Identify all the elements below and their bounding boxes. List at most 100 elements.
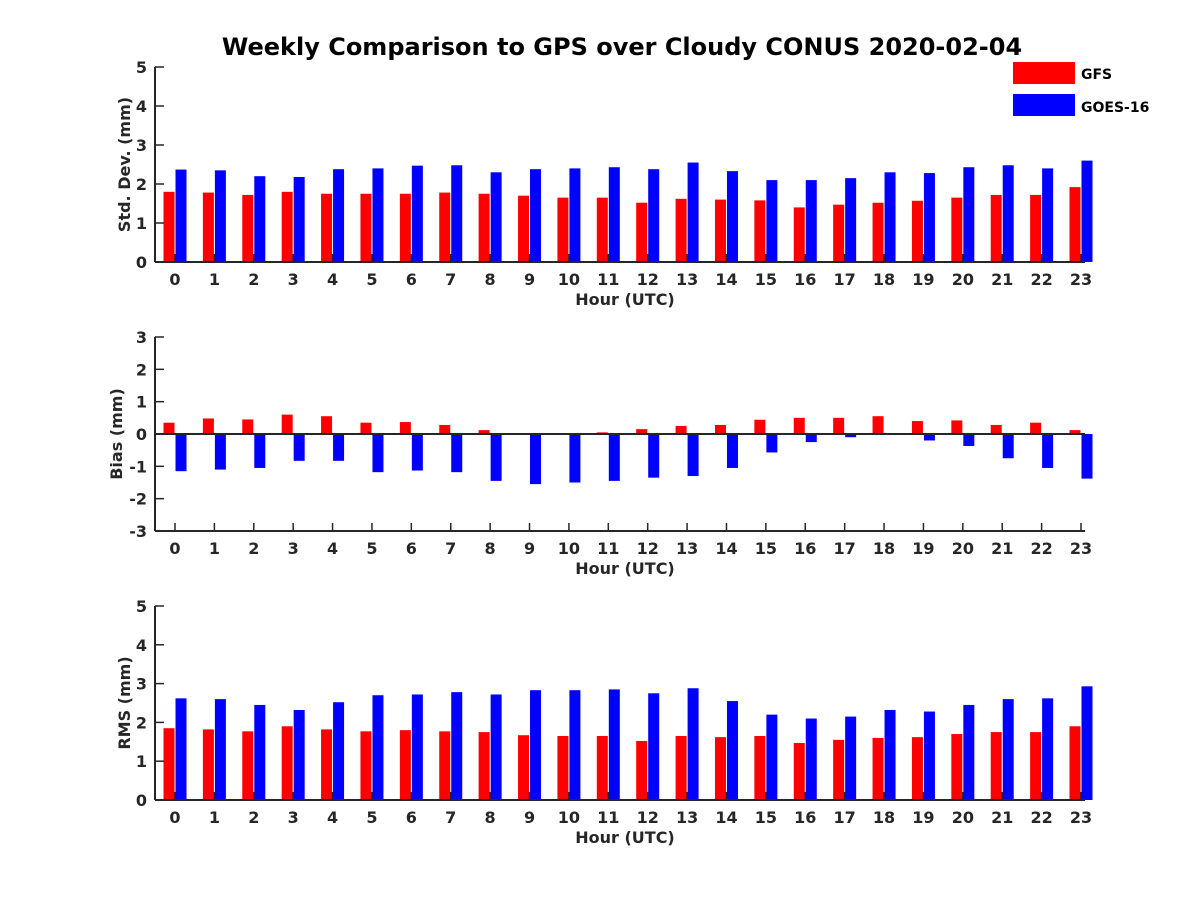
bias-x-tick-label: 10: [558, 539, 580, 558]
rms-bar-goes16-6: [412, 694, 423, 800]
rms-x-tick-label: 7: [445, 808, 456, 827]
bias-x-tick-label: 6: [406, 539, 417, 558]
std-dev-x-tick-label: 6: [406, 270, 417, 289]
rms-bar-gfs-20: [951, 734, 962, 800]
rms-y-tick-label: 4: [136, 636, 147, 655]
std-dev-bar-goes16-9: [530, 169, 541, 262]
rms-x-tick-label: 8: [485, 808, 496, 827]
std-dev-bar-gfs-10: [557, 198, 568, 262]
rms-bar-gfs-10: [557, 736, 568, 800]
legend-label-goes16: GOES-16: [1081, 100, 1149, 116]
std-dev-bar-gfs-23: [1070, 187, 1081, 262]
rms-bar-goes16-23: [1082, 686, 1093, 800]
bias-bar-gfs-5: [360, 423, 371, 434]
bias-x-tick-label: 12: [637, 539, 659, 558]
std-dev-bar-goes16-16: [806, 180, 817, 262]
std-dev-bar-goes16-5: [372, 168, 383, 262]
bias-bar-gfs-15: [754, 420, 765, 434]
bias-bar-gfs-4: [321, 416, 332, 434]
std-dev-bar-goes16-1: [215, 170, 226, 262]
std-dev-bar-goes16-23: [1082, 161, 1093, 262]
rms-bar-gfs-14: [715, 737, 726, 800]
rms-x-axis-label: Hour (UTC): [575, 828, 675, 847]
rms-bar-gfs-11: [597, 736, 608, 800]
bias-x-tick-label: 9: [524, 539, 535, 558]
std-dev-bar-gfs-7: [439, 193, 450, 262]
std-dev-x-tick-label: 21: [991, 270, 1013, 289]
rms-x-tick-label: 22: [1030, 808, 1052, 827]
rms-bar-goes16-22: [1042, 698, 1053, 800]
std-dev-bar-goes16-2: [254, 176, 265, 262]
std-dev-bar-goes16-18: [885, 172, 896, 262]
rms-bar-gfs-16: [794, 743, 805, 800]
std-dev-bar-gfs-3: [282, 192, 293, 262]
std-dev-bar-goes16-14: [727, 171, 738, 262]
bias-bar-goes16-7: [451, 434, 462, 472]
legend-label-gfs: GFS: [1081, 67, 1112, 83]
bias-y-tick-label: -2: [129, 490, 147, 509]
rms-x-tick-label: 19: [912, 808, 934, 827]
rms-bar-gfs-2: [242, 731, 253, 800]
bias-bar-gfs-13: [676, 426, 687, 434]
bias-x-tick-label: 0: [169, 539, 180, 558]
rms-bar-gfs-0: [164, 728, 175, 800]
rms-bar-gfs-17: [833, 740, 844, 800]
rms-x-tick-label: 1: [209, 808, 220, 827]
std-dev-bar-gfs-13: [676, 199, 687, 262]
bias-x-tick-label: 8: [485, 539, 496, 558]
rms-bar-goes16-8: [491, 694, 502, 800]
std-dev-x-tick-label: 18: [873, 270, 895, 289]
rms-bar-goes16-4: [333, 702, 344, 800]
legend-swatch-gfs: [1013, 62, 1075, 84]
std-dev-bar-goes16-8: [491, 172, 502, 262]
std-dev-y-tick-label: 5: [136, 58, 147, 77]
bias-bar-gfs-16: [794, 418, 805, 434]
std-dev-bar-goes16-12: [648, 169, 659, 262]
bias-bar-gfs-2: [242, 419, 253, 434]
rms-x-tick-label: 21: [991, 808, 1013, 827]
bias-bar-gfs-7: [439, 425, 450, 434]
rms-x-tick-label: 9: [524, 808, 535, 827]
std-dev-x-tick-label: 9: [524, 270, 535, 289]
rms-bar-goes16-9: [530, 690, 541, 800]
bias-bar-gfs-20: [951, 420, 962, 434]
rms-bar-gfs-3: [282, 726, 293, 800]
rms-bar-goes16-15: [766, 715, 777, 800]
bias-bar-goes16-21: [1003, 434, 1014, 458]
bias-x-tick-label: 13: [676, 539, 698, 558]
std-dev-bar-gfs-17: [833, 205, 844, 262]
std-dev-bar-gfs-22: [1030, 195, 1041, 262]
bias-bar-goes16-5: [372, 434, 383, 472]
rms-bar-gfs-5: [360, 731, 371, 800]
bias-bar-goes16-23: [1082, 434, 1093, 479]
bias-x-tick-label: 4: [327, 539, 338, 558]
std-dev-bar-goes16-21: [1003, 165, 1014, 262]
bias-bar-goes16-11: [609, 434, 620, 481]
rms-x-tick-label: 0: [169, 808, 180, 827]
bias-bar-gfs-0: [164, 423, 175, 434]
rms-bar-goes16-14: [727, 701, 738, 800]
bias-bar-goes16-1: [215, 434, 226, 470]
rms-y-axis-label: RMS (mm): [115, 656, 134, 749]
bias-bar-gfs-6: [400, 422, 411, 434]
bias-x-tick-label: 11: [597, 539, 619, 558]
std-dev-x-tick-label: 1: [209, 270, 220, 289]
bias-bar-gfs-18: [873, 416, 884, 434]
rms-x-tick-label: 10: [558, 808, 580, 827]
rms-x-tick-label: 17: [834, 808, 856, 827]
rms-bar-gfs-15: [754, 736, 765, 800]
rms-bar-goes16-18: [885, 710, 896, 800]
bias-bar-goes16-14: [727, 434, 738, 468]
bias-x-tick-label: 23: [1070, 539, 1092, 558]
std-dev-bar-goes16-3: [294, 177, 305, 262]
rms-bar-gfs-7: [439, 731, 450, 800]
std-dev-x-tick-label: 13: [676, 270, 698, 289]
bias-bar-gfs-3: [282, 415, 293, 434]
rms-x-tick-label: 3: [288, 808, 299, 827]
bias-bar-goes16-12: [648, 434, 659, 478]
rms-x-tick-label: 23: [1070, 808, 1092, 827]
std-dev-bar-gfs-14: [715, 200, 726, 262]
bias-y-tick-label: 0: [136, 425, 147, 444]
